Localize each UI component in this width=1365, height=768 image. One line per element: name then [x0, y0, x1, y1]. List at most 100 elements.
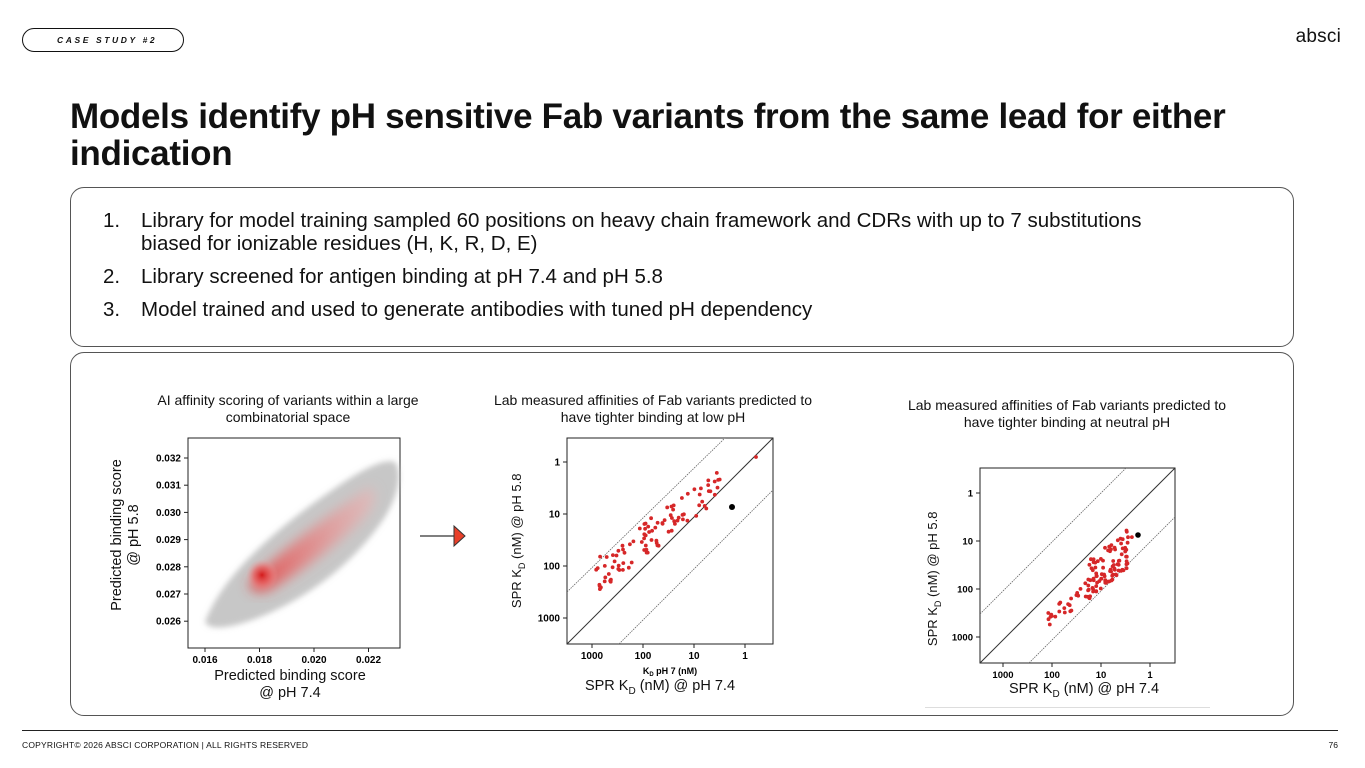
scatter-point: [642, 536, 646, 541]
scatter-point: [692, 487, 697, 492]
point-text: Library for model training sampled 60 po…: [141, 209, 1142, 255]
scatter-point: [1057, 602, 1062, 606]
panel3-ylabel-text: SPR K: [925, 607, 941, 647]
scatter-point: [1111, 572, 1115, 577]
scatter-point: [603, 575, 608, 580]
scatter-point: [1048, 614, 1053, 619]
point-number: 1.: [103, 209, 121, 232]
scatter-point: [1083, 581, 1088, 586]
scatter-point: [700, 499, 705, 504]
scatter-point: [1124, 554, 1129, 559]
scatter-point: [1098, 586, 1103, 591]
scatter-point: [1076, 593, 1081, 598]
y-tick-label: 100: [543, 562, 560, 573]
scatter-point: [1046, 611, 1051, 615]
scatter-point: [681, 517, 685, 522]
x-tick-label: 100: [635, 651, 652, 662]
scatter-point: [608, 578, 613, 583]
scatter-point: [1095, 559, 1100, 564]
panel3-parent-point: [1135, 532, 1141, 538]
scatter-point: [1062, 606, 1067, 610]
scatter-point: [1091, 557, 1096, 562]
panel3-divider: [925, 707, 1210, 708]
scatter-point: [706, 478, 711, 483]
scatter-point: [1090, 568, 1095, 573]
panel1-xticks: 0.016 0.018 0.020 0.022: [192, 648, 381, 666]
scatter-point: [676, 515, 681, 520]
scatter-point: [1069, 596, 1073, 601]
scatter-point: [1053, 614, 1058, 619]
scatter-point: [643, 543, 648, 548]
x-tick-label: 10: [1096, 670, 1107, 681]
x-tick-label: 10: [688, 651, 700, 662]
panel2-inner-xlabel: KD pH 7 (nM): [643, 666, 697, 678]
y-tick-label: 1: [968, 489, 974, 500]
page-number: 76: [1328, 740, 1338, 750]
panel1-density-peak: [246, 559, 278, 591]
x-tick-label: 1000: [992, 670, 1013, 681]
scatter-point: [594, 567, 599, 572]
x-tick-label: 1000: [581, 651, 604, 662]
copyright-text: COPYRIGHT© 2026 ABSCI CORPORATION | ALL …: [22, 740, 309, 750]
scatter-point: [662, 518, 667, 522]
scatter-point: [671, 507, 675, 512]
scatter-point: [1116, 559, 1121, 563]
scatter-point: [697, 503, 702, 508]
scatter-point: [597, 582, 602, 587]
panel3-caption: Lab measured affinities of Fab variants …: [907, 397, 1227, 430]
y-tick-label: 1000: [952, 633, 973, 644]
scatter-point: [621, 547, 625, 552]
scatter-point: [1069, 608, 1074, 613]
scatter-point: [1111, 559, 1116, 563]
y-tick-label: 0.026: [156, 617, 181, 628]
y-tick-label: 1000: [538, 614, 561, 625]
point-text: Model trained and used to generate antib…: [141, 298, 813, 321]
scatter-point: [655, 520, 660, 525]
panel2-yticks: 1 10 100 1000: [538, 458, 567, 625]
scatter-point: [598, 554, 602, 559]
scatter-point: [616, 563, 621, 568]
scatter-point: [685, 518, 690, 523]
scatter-point: [610, 565, 615, 570]
scatter-point: [1101, 558, 1105, 563]
scatter-point: [665, 505, 670, 510]
point-number: 3.: [103, 298, 121, 321]
scatter-point: [697, 492, 702, 497]
panel3-ylabel-rest: (nM) @ pH 5.8: [925, 511, 941, 601]
scatter-point: [631, 539, 636, 544]
panel2-xticks: 1000 100 10 1: [581, 644, 748, 662]
scatter-point: [1087, 562, 1092, 567]
scatter-point: [706, 489, 711, 493]
scatter-point: [646, 524, 651, 529]
scatter-point: [706, 483, 711, 487]
scatter-point: [671, 503, 676, 508]
scatter-point: [604, 555, 609, 559]
summary-list: 1. Library for model training sampled 60 …: [103, 209, 1161, 331]
panel1-red-band: [249, 487, 375, 593]
scatter-point: [645, 550, 650, 555]
y-tick-label: 10: [549, 510, 561, 521]
panel1-caption: AI affinity scoring of variants within a…: [157, 392, 419, 425]
scatter-point: [621, 568, 625, 572]
scatter-point: [675, 518, 680, 523]
summary-point-1: 1. Library for model training sampled 60 …: [103, 209, 1161, 255]
scatter-point: [611, 553, 615, 557]
scatter-point: [602, 564, 607, 568]
scatter-point: [642, 532, 647, 537]
panel1-ylabel-line2: @ pH 5.8: [126, 504, 142, 566]
scatter-point: [680, 513, 685, 517]
panel3-guide-lines: [980, 468, 1175, 663]
scatter-point: [1120, 546, 1125, 551]
scatter-point: [606, 572, 611, 576]
scatter-point: [1130, 535, 1134, 539]
panel1-ylabel-line1: Predicted binding score: [109, 459, 125, 611]
panel2-points: [594, 455, 758, 591]
scatter-point: [1103, 545, 1107, 550]
panel3-xlabel-rest: (nM) @ pH 7.4: [1059, 681, 1160, 697]
scatter-point: [650, 528, 654, 533]
panel3-ylabel-sub: D: [932, 600, 943, 608]
scatter-point: [1089, 557, 1093, 562]
scatter-point: [1109, 543, 1114, 547]
scatter-point: [1126, 535, 1130, 540]
x-tick-label: 1: [742, 651, 748, 662]
